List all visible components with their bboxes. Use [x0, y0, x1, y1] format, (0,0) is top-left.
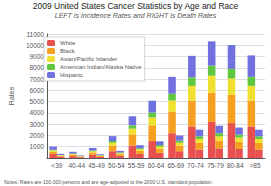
svg-text:10000: 10000: [26, 42, 44, 49]
svg-text:1000: 1000: [30, 143, 45, 150]
svg-text:Rates: Rates: [8, 86, 15, 105]
svg-text:LEFT is Incidence Rates and RI: LEFT is Incidence Rates and RIGHT is Dea…: [55, 12, 217, 19]
svg-text:40-44: 40-44: [68, 162, 85, 169]
svg-text:50-54: 50-54: [108, 162, 125, 169]
svg-text:>85: >85: [250, 162, 261, 169]
svg-text:Notes: Rates are 100,000 perso: Notes: Rates are 100,000 persons and are…: [4, 179, 213, 185]
svg-text:4000: 4000: [30, 109, 45, 116]
svg-text:80-84: 80-84: [227, 162, 244, 169]
svg-text:6000: 6000: [30, 87, 45, 94]
svg-text:American Indian/Alaska Native: American Indian/Alaska Native: [60, 64, 142, 70]
svg-text:Asian/Pacific Islander: Asian/Pacific Islander: [60, 56, 117, 62]
svg-text:11000: 11000: [26, 31, 44, 38]
svg-text:Black: Black: [60, 48, 76, 54]
svg-text:Hispanic: Hispanic: [60, 72, 83, 78]
svg-text:65-69: 65-69: [167, 162, 184, 169]
svg-text:70-74: 70-74: [187, 162, 204, 169]
svg-text:White: White: [60, 40, 76, 46]
svg-text:55-59: 55-59: [128, 162, 145, 169]
svg-text:9000: 9000: [30, 53, 45, 60]
svg-text:2000: 2000: [30, 132, 45, 139]
svg-text:8000: 8000: [30, 64, 45, 71]
svg-text:<39: <39: [51, 162, 62, 169]
svg-text:75-79: 75-79: [207, 162, 224, 169]
svg-text:7000: 7000: [30, 76, 45, 83]
svg-text:3000: 3000: [30, 121, 45, 128]
svg-text:2009 United States Cancer Stat: 2009 United States Cancer Statistics by …: [33, 1, 239, 11]
svg-text:5000: 5000: [30, 98, 45, 105]
svg-text:60-64: 60-64: [148, 162, 165, 169]
svg-text:45-49: 45-49: [88, 162, 105, 169]
